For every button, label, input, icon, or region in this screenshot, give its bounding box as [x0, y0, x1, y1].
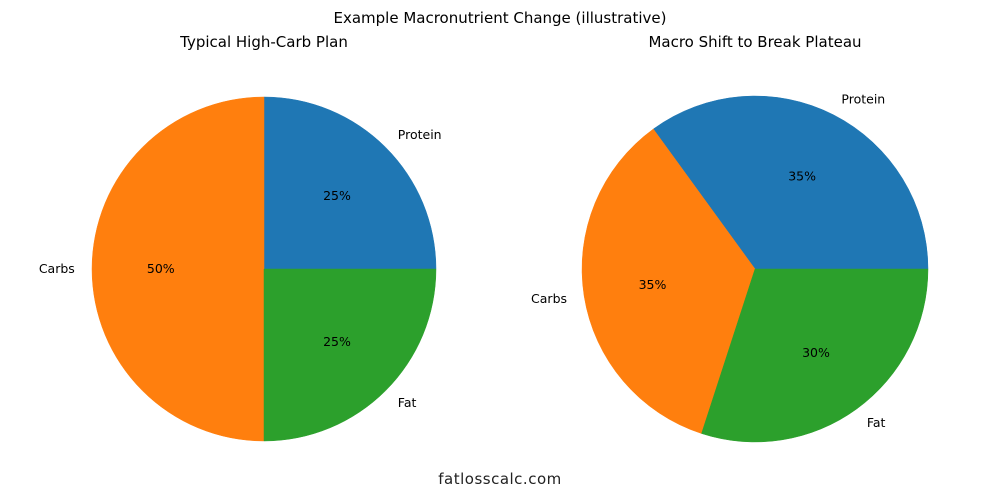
- slice-percent-carbs: 35%: [639, 277, 667, 292]
- pie-labels: Protein 25% Carbs 50% Fat 25%: [39, 127, 442, 410]
- slice-label-carbs: Carbs: [39, 261, 75, 276]
- slice-label-carbs: Carbs: [531, 291, 567, 306]
- pie-slices: [581, 95, 929, 443]
- slice-percent-carbs: 50%: [147, 261, 175, 276]
- pie-slice-carbs: [91, 96, 265, 442]
- footer-watermark: fatlosscalc.com: [438, 470, 562, 488]
- pie-chart-macro-shift: Macro Shift to Break Plateau Protein 35% C…: [531, 33, 929, 443]
- slice-label-fat: Fat: [867, 415, 886, 430]
- pie-slice-protein: [652, 95, 929, 270]
- pie-title-high-carb: Typical High-Carb Plan: [179, 33, 348, 51]
- pie-title-macro-shift: Macro Shift to Break Plateau: [648, 33, 861, 51]
- pie-slice-fat: [263, 268, 437, 442]
- slice-percent-fat: 25%: [323, 334, 351, 349]
- pie-chart-high-carb: Typical High-Carb Plan Protein 25% Carbs 50…: [39, 33, 442, 442]
- figure-title: Example Macronutrient Change (illustrati…: [334, 9, 667, 27]
- slice-label-protein: Protein: [841, 91, 885, 106]
- pie-slice-fat: [701, 268, 929, 443]
- slice-percent-fat: 30%: [802, 345, 830, 360]
- pie-slice-protein: [263, 96, 437, 270]
- pie-slices: [91, 96, 437, 442]
- pie-slice-carbs: [581, 128, 756, 434]
- slice-percent-protein: 25%: [323, 188, 351, 203]
- slice-percent-protein: 35%: [788, 169, 816, 184]
- slice-label-protein: Protein: [398, 127, 442, 142]
- pie-labels: Protein 35% Carbs 35% Fat 30%: [531, 91, 885, 430]
- slice-label-fat: Fat: [398, 395, 417, 410]
